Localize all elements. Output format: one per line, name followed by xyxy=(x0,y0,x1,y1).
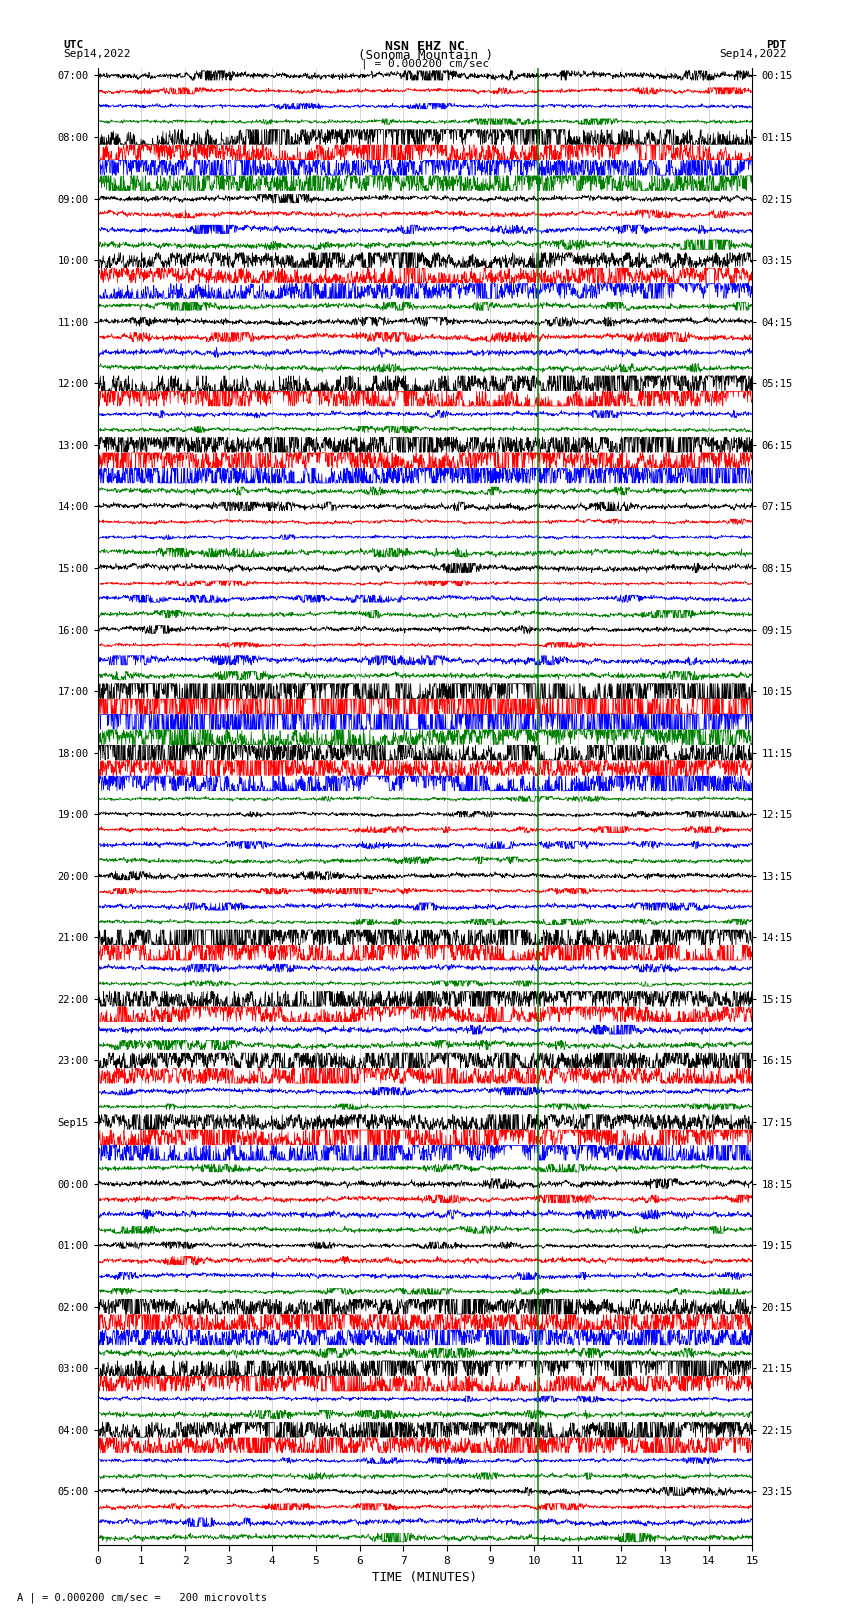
Text: A | = 0.000200 cm/sec =   200 microvolts: A | = 0.000200 cm/sec = 200 microvolts xyxy=(17,1592,267,1603)
Text: NSN EHZ NC: NSN EHZ NC xyxy=(385,39,465,53)
Text: Sep14,2022: Sep14,2022 xyxy=(719,50,786,60)
Text: (Sonoma Mountain ): (Sonoma Mountain ) xyxy=(358,50,492,63)
Text: UTC: UTC xyxy=(64,39,84,50)
X-axis label: TIME (MINUTES): TIME (MINUTES) xyxy=(372,1571,478,1584)
Text: Sep14,2022: Sep14,2022 xyxy=(64,50,131,60)
Text: PDT: PDT xyxy=(766,39,786,50)
Text: | = 0.000200 cm/sec: | = 0.000200 cm/sec xyxy=(361,58,489,69)
